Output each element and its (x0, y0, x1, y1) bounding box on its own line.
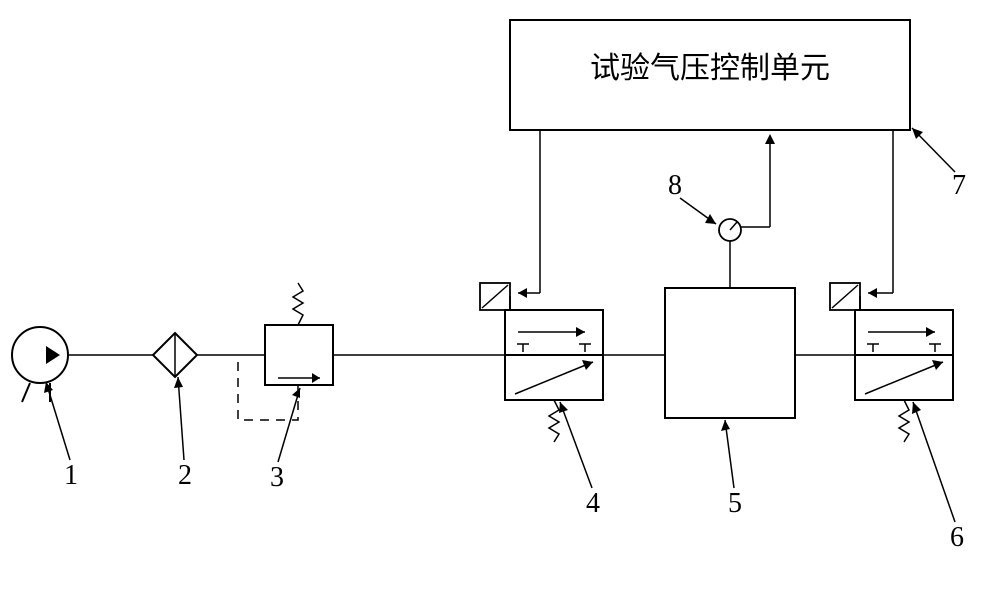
label-6: 6 (950, 522, 964, 554)
label-2: 2 (178, 460, 192, 492)
label-5: 5 (728, 488, 742, 520)
callout-3 (278, 388, 300, 462)
label-8: 8 (668, 170, 682, 202)
callout-4 (560, 402, 592, 488)
label-3: 3 (270, 462, 284, 494)
label-1: 1 (64, 460, 78, 492)
control-line-to-valve-a (518, 130, 540, 298)
label-4: 4 (586, 488, 600, 520)
filter-symbol (153, 333, 197, 377)
control-unit-label: 试验气压控制单元 (590, 52, 830, 85)
valve-b-symbol (830, 283, 953, 442)
control-line-to-valve-b (868, 130, 893, 298)
callout-1 (46, 382, 70, 460)
compressor-symbol (12, 327, 68, 402)
tank-symbol (665, 288, 795, 418)
label-7: 7 (952, 170, 966, 202)
signal-line-gauge (741, 134, 775, 227)
callout-6 (913, 402, 955, 522)
callout-2 (178, 377, 184, 460)
schematic-canvas: 试验气压控制单元 (0, 0, 1000, 590)
valve-a-symbol (480, 283, 603, 442)
relief-valve-symbol (238, 283, 333, 420)
gauge-symbol (719, 219, 741, 288)
control-unit-box: 试验气压控制单元 (510, 20, 910, 130)
callout-5 (725, 420, 734, 488)
